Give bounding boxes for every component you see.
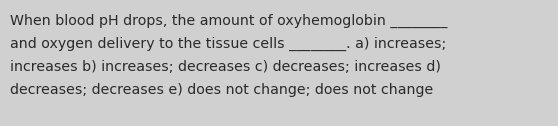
Text: When blood pH drops, the amount of oxyhemoglobin ________: When blood pH drops, the amount of oxyhe…: [10, 14, 448, 28]
Text: increases b) increases; decreases c) decreases; increases d): increases b) increases; decreases c) dec…: [10, 60, 441, 74]
Text: decreases; decreases e) does not change; does not change: decreases; decreases e) does not change;…: [10, 83, 433, 97]
Text: and oxygen delivery to the tissue cells ________. a) increases;: and oxygen delivery to the tissue cells …: [10, 37, 446, 51]
